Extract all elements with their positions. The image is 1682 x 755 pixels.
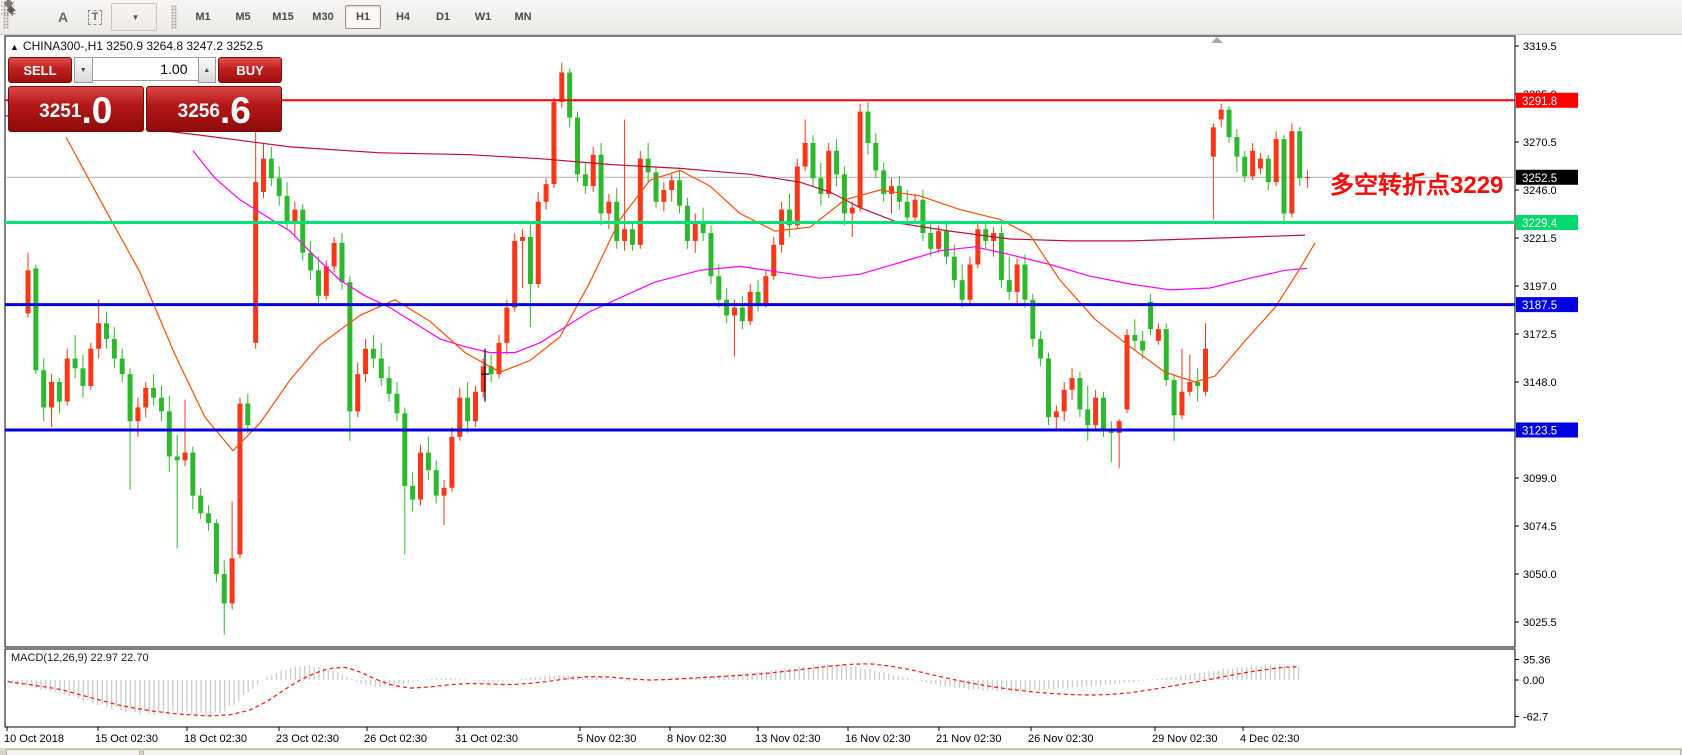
svg-text:13 Nov 02:30: 13 Nov 02:30 (755, 733, 820, 745)
svg-text:3221.5: 3221.5 (1523, 233, 1557, 245)
chart-title: ▲ CHINA300-,H1 3250.9 3264.8 3247.2 3252.… (10, 39, 263, 53)
price-tag-3252.5: 3252.5 (1516, 169, 1578, 185)
status-strip (0, 748, 1682, 755)
timeframe-buttons: M1 M5 M15 M30 H1 H4 D1 W1 MN (183, 5, 543, 29)
timeframe-button-h4[interactable]: H4 (395, 11, 411, 23)
svg-text:3172.5: 3172.5 (1523, 329, 1557, 341)
macd-histogram (7, 664, 1300, 718)
svg-text:5 Nov 02:30: 5 Nov 02:30 (577, 733, 636, 745)
price-tag-3187.5: 3187.5 (1516, 297, 1578, 313)
toolbar-grip[interactable] (3, 5, 9, 29)
macd-axis-label: 0.00 (1523, 675, 1544, 687)
macd-pane-frame (4, 648, 1516, 728)
volume-increase-button[interactable]: ▲ (197, 57, 217, 83)
svg-text:29 Nov 02:30: 29 Nov 02:30 (1152, 733, 1217, 745)
chart-tab-stub-2[interactable] (143, 749, 1681, 755)
sell-price-frac: .0 (81, 90, 113, 131)
svg-text:3025.5: 3025.5 (1523, 617, 1557, 629)
svg-text:3252.5: 3252.5 (1522, 173, 1557, 185)
svg-text:3319.5: 3319.5 (1523, 41, 1557, 53)
shapes-tool-icon[interactable]: ▼ (3, 0, 157, 31)
timeframe-button-m1[interactable]: M1 (195, 11, 211, 23)
price-tag-3123.5: 3123.5 (1516, 422, 1578, 438)
sell-button[interactable]: SELL (8, 57, 72, 83)
svg-text:3197.0: 3197.0 (1523, 281, 1557, 293)
timeframe-button-m15[interactable]: M15 (272, 11, 294, 23)
toolbar-grip-2[interactable] (171, 5, 177, 29)
ma-slow-line (4, 115, 1306, 242)
shapes-icon (3, 0, 16, 14)
chart-annotation-text: 多空转折点3229 (1330, 172, 1504, 199)
price-axis: 3319.53295.03270.53246.03221.53197.03172… (1515, 41, 1557, 629)
svg-text:31 Oct 02:30: 31 Oct 02:30 (455, 733, 518, 745)
timeframe-button-w1[interactable]: W1 (474, 11, 492, 23)
price-tag-3291.8: 3291.8 (1516, 92, 1578, 108)
sell-price-main: 3251 (39, 101, 82, 122)
macd-indicator-label: MACD(12,26,9) 22.97 22.70 (11, 652, 149, 664)
svg-text:3246.0: 3246.0 (1523, 185, 1557, 197)
time-axis: 10 Oct 2018 15 Oct 02:30 18 Oct 02:30 23 Oc… (4, 727, 1299, 745)
volume-decrease-button[interactable]: ▼ (73, 57, 93, 83)
svg-text:23 Oct 02:30: 23 Oct 02:30 (276, 733, 339, 745)
autoscroll-marker-icon (1211, 37, 1223, 43)
svg-text:3229.4: 3229.4 (1522, 218, 1558, 230)
collapse-arrow-icon[interactable]: ▲ (10, 42, 19, 52)
svg-text:10 Oct 2018: 10 Oct 2018 (4, 733, 64, 745)
volume-input[interactable] (92, 57, 198, 81)
timeframe-button-m5[interactable]: M5 (235, 11, 251, 23)
svg-text:3187.5: 3187.5 (1522, 300, 1557, 312)
svg-text:8 Nov 02:30: 8 Nov 02:30 (667, 733, 726, 745)
buy-price[interactable]: 3256.6 (146, 86, 282, 132)
svg-text:3270.5: 3270.5 (1523, 137, 1557, 149)
macd-signal-line (7, 663, 1299, 717)
timeframe-button-m30[interactable]: M30 (312, 11, 334, 23)
svg-text:3291.8: 3291.8 (1522, 96, 1557, 108)
buy-price-main: 3256 (177, 101, 220, 122)
svg-text:26 Nov 02:30: 26 Nov 02:30 (1028, 733, 1093, 745)
svg-text:4 Dec 02:30: 4 Dec 02:30 (1240, 733, 1299, 745)
dropdown-caret-icon: ▼ (131, 12, 140, 22)
svg-text:16 Nov 02:30: 16 Nov 02:30 (845, 733, 910, 745)
label-tool-icon[interactable]: T (79, 3, 111, 31)
timeframe-button-mn[interactable]: MN (514, 11, 532, 23)
svg-text:18 Oct 02:30: 18 Oct 02:30 (184, 733, 247, 745)
svg-text:15 Oct 02:30: 15 Oct 02:30 (95, 733, 158, 745)
svg-text:3050.0: 3050.0 (1523, 569, 1557, 581)
svg-text:3099.0: 3099.0 (1523, 473, 1557, 485)
fibonacci-tool-icon[interactable]: F (1, 1, 47, 31)
buy-price-frac: .6 (219, 90, 251, 131)
ma-medium-line (192, 150, 1308, 354)
timeframe-button-d1[interactable]: D1 (435, 11, 451, 23)
macd-axis-label: -62.7 (1523, 711, 1548, 723)
symbol-ohlc-text: CHINA300-,H1 3250.9 3264.8 3247.2 3252.5 (22, 39, 264, 53)
svg-text:3123.5: 3123.5 (1522, 426, 1557, 438)
ma-fast-line (65, 136, 1316, 452)
text-tool-icon[interactable]: A (57, 9, 69, 25)
svg-text:3074.5: 3074.5 (1523, 521, 1557, 533)
one-click-trading-panel: SELL ▼ ▲ BUY 3251.0 3256.6 (8, 57, 282, 132)
svg-text:21 Nov 02:30: 21 Nov 02:30 (936, 733, 1001, 745)
chart-tab-stub[interactable] (6, 749, 140, 755)
svg-text:3148.0: 3148.0 (1523, 377, 1557, 389)
svg-text:26 Oct 02:30: 26 Oct 02:30 (364, 733, 427, 745)
macd-axis-label: 35.36 (1523, 654, 1551, 666)
timeframe-button-h1[interactable]: H1 (345, 5, 381, 29)
buy-button[interactable]: BUY (218, 57, 282, 83)
price-tag-3229.4: 3229.4 (1516, 215, 1578, 231)
toolbar: F A T ▼ M1 M5 M15 M30 H1 H4 D1 W1 MN (0, 0, 1682, 35)
sell-price[interactable]: 3251.0 (8, 86, 144, 132)
svg-text:F: F (11, 9, 16, 16)
